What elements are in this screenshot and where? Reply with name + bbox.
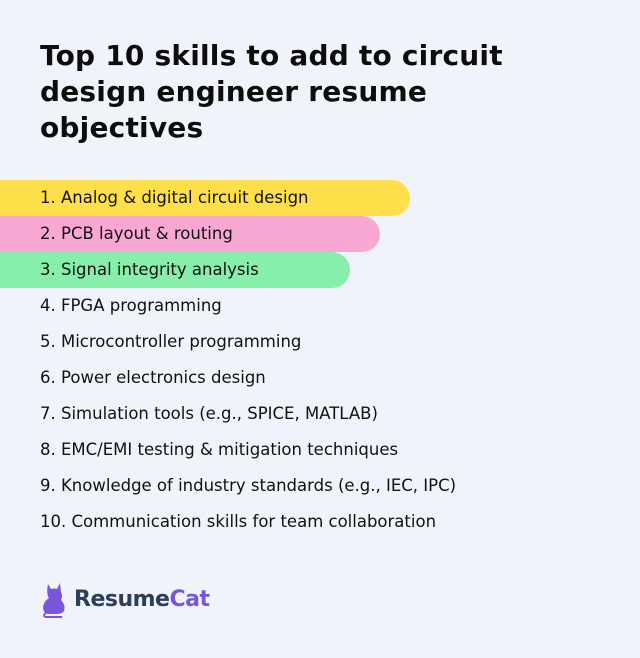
page-title: Top 10 skills to add to circuit design e… <box>40 39 503 144</box>
skill-item: 1. Analog & digital circuit design <box>0 180 410 216</box>
resumecat-logo: ResumeCat <box>40 580 210 618</box>
skill-item: 9. Knowledge of industry standards (e.g.… <box>40 476 457 495</box>
skill-item: 8. EMC/EMI testing & mitigation techniqu… <box>40 440 399 459</box>
skills-list: 1. Analog & digital circuit design 2. PC… <box>0 180 640 540</box>
skill-item: 10. Communication skills for team collab… <box>40 512 437 531</box>
cat-icon <box>43 583 65 618</box>
skill-item: 6. Power electronics design <box>40 368 266 387</box>
skill-item: 7. Simulation tools (e.g., SPICE, MATLAB… <box>40 404 378 423</box>
skill-item: 3. Signal integrity analysis <box>0 252 350 288</box>
skill-item: 2. PCB layout & routing <box>0 216 380 252</box>
skill-item: 4. FPGA programming <box>40 296 222 315</box>
skill-item: 5. Microcontroller programming <box>40 332 302 351</box>
logo-text: ResumeCat <box>74 586 210 612</box>
